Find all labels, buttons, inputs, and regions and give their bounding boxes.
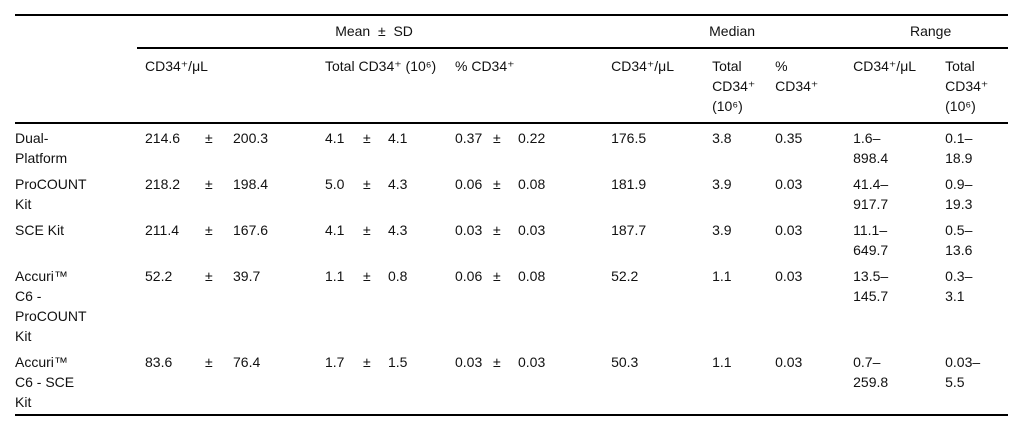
median-pct: 0.03 (775, 354, 803, 370)
range-total: 0.5– 13.6 (945, 222, 973, 258)
plus-minus-sign: ± (363, 222, 371, 238)
median-total: 3.9 (712, 222, 732, 238)
range-cd34ul: 0.7– 259.8 (853, 354, 889, 390)
plus-minus-sign: ± (363, 354, 371, 370)
plus-minus-sign: ± (493, 268, 501, 284)
table-row-procount-kit: ProCOUNT Kit 218.2 ± 198.4 5.0 ± 4.3 0.0… (15, 170, 1008, 216)
mean-total-value: 4.1 (325, 130, 345, 146)
median-cd34ul: 52.2 (611, 268, 639, 284)
group-header-spacer (15, 15, 137, 48)
col-header-mean-cd34-per-ul: CD34⁺/μL (137, 48, 325, 124)
col-header-mean-total-cd34: Total CD34⁺ (10⁶) (325, 48, 455, 124)
mean-cd34ul-sd: 167.6 (233, 222, 269, 238)
plus-minus-sign: ± (363, 130, 371, 146)
plus-minus-sign: ± (363, 268, 371, 284)
plus-minus-sign: ± (205, 130, 213, 146)
median-pct: 0.03 (775, 268, 803, 284)
range-total: 0.9– 19.3 (945, 176, 973, 212)
mean-total-value: 5.0 (325, 176, 345, 192)
mean-cd34ul-sd: 198.4 (233, 176, 269, 192)
median-cd34ul: 176.5 (611, 130, 647, 146)
group-header-range: Range (853, 15, 1009, 49)
plus-minus-sign: ± (493, 130, 501, 146)
plus-minus-sign: ± (493, 176, 501, 192)
range-cd34ul: 1.6– 898.4 (853, 130, 889, 166)
mean-pct-value: 0.03 (455, 222, 483, 238)
row-label: ProCOUNT Kit (15, 176, 87, 212)
mean-pct-value: 0.03 (455, 354, 483, 370)
row-label: Accuri™ C6 - SCE Kit (15, 354, 75, 410)
median-cd34ul: 181.9 (611, 176, 647, 192)
median-pct: 0.35 (775, 130, 803, 146)
median-cd34ul: 187.7 (611, 222, 647, 238)
mean-pct-value: 0.06 (455, 176, 483, 192)
plus-minus-sign: ± (205, 222, 213, 238)
mean-cd34ul-value: 83.6 (145, 354, 173, 370)
table-row-sce-kit: SCE Kit 211.4 ± 167.6 4.1 ± 4.3 0.03 ± 0… (15, 216, 1008, 262)
group-header-row: Mean ± SD Median Range (15, 15, 1009, 49)
mean-pct-value: 0.37 (455, 130, 483, 146)
mean-cd34ul-sd: 200.3 (233, 130, 269, 146)
mean-cd34ul-value: 52.2 (145, 268, 173, 284)
median-total: 1.1 (712, 354, 732, 370)
mean-total-sd: 4.1 (388, 130, 408, 146)
table-row-accuri-c6-procount-kit: Accuri™ C6 - ProCOUNT Kit 52.2 ± 39.7 1.… (15, 262, 1008, 348)
group-header-median: Median (611, 15, 854, 49)
median-cd34ul: 50.3 (611, 354, 639, 370)
row-label: SCE Kit (15, 222, 65, 238)
plus-minus-sign: ± (205, 268, 213, 284)
plus-minus-sign: ± (205, 176, 213, 192)
plus-minus-sign: ± (493, 222, 501, 238)
table-row-accuri-c6-sce-kit: Accuri™ C6 - SCE Kit 83.6 ± 76.4 1.7 ± 1… (15, 348, 1008, 415)
mean-total-value: 1.7 (325, 354, 345, 370)
mean-cd34ul-value: 211.4 (145, 222, 179, 238)
median-total: 1.1 (712, 268, 732, 284)
mean-pct-sd: 0.22 (518, 130, 546, 146)
mean-total-sd: 4.3 (388, 222, 408, 238)
mean-pct-value: 0.06 (455, 268, 483, 284)
median-total: 3.8 (712, 130, 732, 146)
mean-pct-sd: 0.08 (518, 176, 546, 192)
mean-total-value: 4.1 (325, 222, 345, 238)
column-header-row: CD34⁺/μL Total CD34⁺ (10⁶) % CD34⁺ CD34⁺… (15, 48, 1009, 124)
range-total: 0.03– 5.5 (945, 354, 981, 390)
median-total: 3.9 (712, 176, 732, 192)
mean-cd34ul-sd: 76.4 (233, 354, 261, 370)
mean-total-sd: 4.3 (388, 176, 408, 192)
range-total: 0.3– 3.1 (945, 268, 973, 304)
mean-pct-sd: 0.03 (518, 354, 546, 370)
col-header-range-total-cd34: Total CD34⁺ (10⁶) (945, 48, 1009, 124)
range-cd34ul: 13.5– 145.7 (853, 268, 889, 304)
median-pct: 0.03 (775, 176, 803, 192)
mean-cd34ul-sd: 39.7 (233, 268, 261, 284)
mean-total-sd: 1.5 (388, 354, 408, 370)
mean-cd34ul-value: 214.6 (145, 130, 181, 146)
col-header-median-total-cd34: Total CD34⁺ (10⁶) (712, 48, 776, 124)
table-row-dual-platform: Dual- Platform 214.6 ± 200.3 4.1 ± 4.1 0… (15, 123, 1008, 170)
row-label: Dual- Platform (15, 130, 68, 166)
range-cd34ul: 41.4– 917.7 (853, 176, 889, 212)
mean-total-sd: 0.8 (388, 268, 408, 284)
col-header-range-cd34-per-ul: CD34⁺/μL (853, 48, 946, 124)
row-label: Accuri™ C6 - ProCOUNT Kit (15, 268, 87, 344)
plus-minus-sign: ± (363, 176, 371, 192)
plus-minus-sign: ± (205, 354, 213, 370)
group-header-mean-sd: Mean ± SD (137, 15, 612, 49)
mean-total-value: 1.1 (325, 268, 345, 284)
col-header-median-cd34-per-ul: CD34⁺/μL (611, 48, 713, 124)
plus-minus-sign: ± (493, 354, 501, 370)
range-total: 0.1– 18.9 (945, 130, 973, 166)
range-cd34ul: 11.1– 649.7 (853, 222, 889, 258)
cd34-comparison-table: Mean ± SD Median Range CD34⁺/μL Total CD… (15, 14, 1009, 416)
mean-pct-sd: 0.08 (518, 268, 546, 284)
col-header-median-pct-cd34: % CD34⁺ (775, 48, 854, 124)
median-pct: 0.03 (775, 222, 803, 238)
mean-cd34ul-value: 218.2 (145, 176, 181, 192)
mean-pct-sd: 0.03 (518, 222, 546, 238)
column-header-spacer (15, 48, 137, 124)
col-header-mean-pct-cd34: % CD34⁺ (455, 48, 612, 124)
